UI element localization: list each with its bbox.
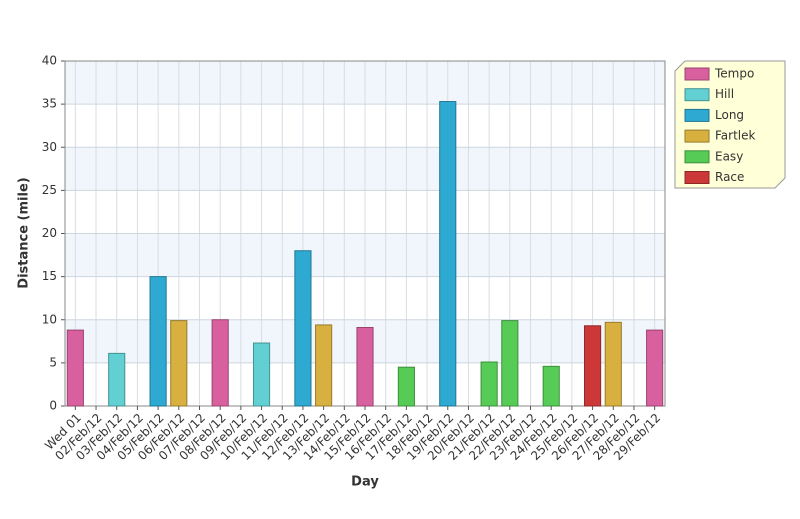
- y-tick-label: 35: [42, 97, 57, 111]
- y-tick-label: 10: [42, 312, 57, 326]
- bar: [501, 320, 519, 407]
- bar: [480, 361, 498, 407]
- bar: [66, 329, 84, 407]
- x-axis-title: Day: [351, 475, 379, 490]
- legend-label: Tempo: [714, 67, 754, 81]
- legend-swatch: [684, 129, 710, 143]
- bar: [170, 320, 188, 407]
- bar: [294, 250, 312, 407]
- bar: [108, 352, 126, 407]
- bar: [315, 324, 333, 407]
- legend-swatch: [684, 150, 710, 164]
- bar: [397, 366, 415, 407]
- bar: [356, 327, 374, 407]
- y-tick-label: 40: [42, 54, 57, 68]
- y-tick-label: 5: [49, 355, 57, 369]
- bar: [211, 319, 229, 407]
- y-tick-label: 0: [49, 399, 57, 413]
- bar: [149, 276, 167, 407]
- legend-label: Easy: [715, 149, 743, 163]
- legend-swatch: [684, 67, 710, 81]
- bar: [584, 325, 602, 407]
- bar: [604, 321, 622, 407]
- legend-label: Race: [715, 170, 744, 184]
- legend-swatch: [684, 88, 710, 102]
- legend-swatch: [684, 108, 710, 122]
- legend-label: Long: [715, 108, 744, 122]
- legend-swatch: [684, 171, 710, 184]
- bar: [439, 101, 457, 407]
- y-tick-label: 25: [42, 183, 57, 197]
- legend-label: Hill: [715, 87, 734, 101]
- y-tick-label: 20: [42, 226, 57, 240]
- y-tick-label: 30: [42, 140, 57, 154]
- bar: [252, 342, 271, 407]
- y-axis-title: Distance (mile): [17, 177, 32, 288]
- y-tick-label: 15: [42, 269, 57, 283]
- bar: [542, 365, 560, 407]
- bar: [646, 329, 664, 407]
- legend-label: Fartlek: [715, 129, 756, 143]
